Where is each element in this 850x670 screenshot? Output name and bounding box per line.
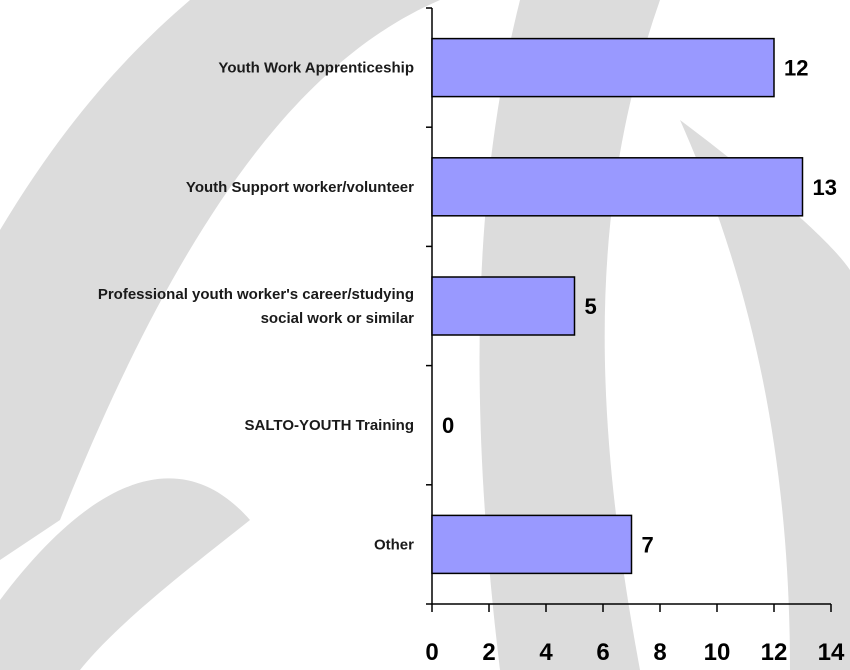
x-tick-label: 12 (761, 639, 788, 666)
category-label: Youth Support worker/volunteer (186, 179, 414, 196)
category-label: Other (374, 536, 414, 553)
data-label: 7 (642, 532, 654, 557)
x-tick-label: 0 (425, 639, 438, 666)
x-tick-label: 4 (539, 639, 553, 666)
data-label: 0 (442, 413, 454, 438)
bar (431, 514, 633, 575)
category-label: Professional youth worker's career/study… (98, 286, 414, 327)
bar (431, 37, 775, 98)
x-tick-label: 8 (653, 639, 666, 666)
data-label: 5 (585, 294, 597, 319)
x-tick-label: 14 (818, 639, 845, 666)
bar (431, 276, 576, 336)
bar (431, 157, 804, 217)
category-label-line: Other (374, 536, 414, 553)
data-label: 12 (784, 56, 808, 81)
x-tick-label: 10 (704, 639, 731, 666)
data-label: 13 (813, 175, 837, 200)
category-label: Youth Work Apprenticeship (218, 60, 414, 77)
x-tick-label: 2 (482, 639, 495, 666)
category-label: SALTO-YOUTH Training (245, 417, 414, 434)
category-label-line: Professional youth worker's career/study… (98, 286, 414, 303)
x-tick-label: 6 (596, 639, 609, 666)
category-label-line: social work or similar (261, 310, 415, 327)
category-label-line: Youth Support worker/volunteer (186, 179, 414, 196)
category-label-line: SALTO-YOUTH Training (245, 417, 414, 434)
category-label-line: Youth Work Apprenticeship (218, 60, 414, 77)
